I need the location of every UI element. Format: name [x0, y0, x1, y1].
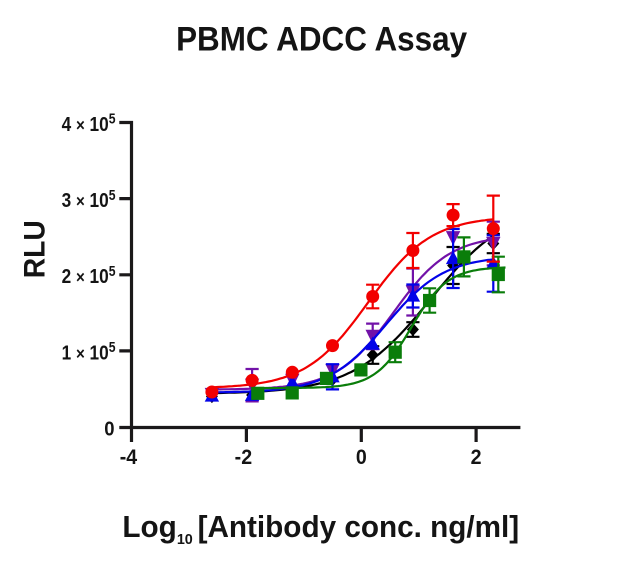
- svg-text:2: 2: [471, 445, 482, 469]
- svg-text:0: 0: [104, 418, 114, 441]
- svg-text:4 × 105: 4 × 105: [62, 111, 116, 137]
- svg-text:RLU: RLU: [18, 220, 51, 278]
- svg-text:PBMC ADCC Assay: PBMC ADCC Assay: [176, 20, 468, 58]
- svg-text:-2: -2: [235, 445, 252, 469]
- svg-text:0: 0: [356, 445, 367, 469]
- svg-text:3 × 105: 3 × 105: [62, 187, 116, 213]
- svg-text:2 × 105: 2 × 105: [62, 263, 116, 289]
- svg-text:1 × 105: 1 × 105: [62, 339, 116, 365]
- svg-text:-4: -4: [120, 445, 138, 469]
